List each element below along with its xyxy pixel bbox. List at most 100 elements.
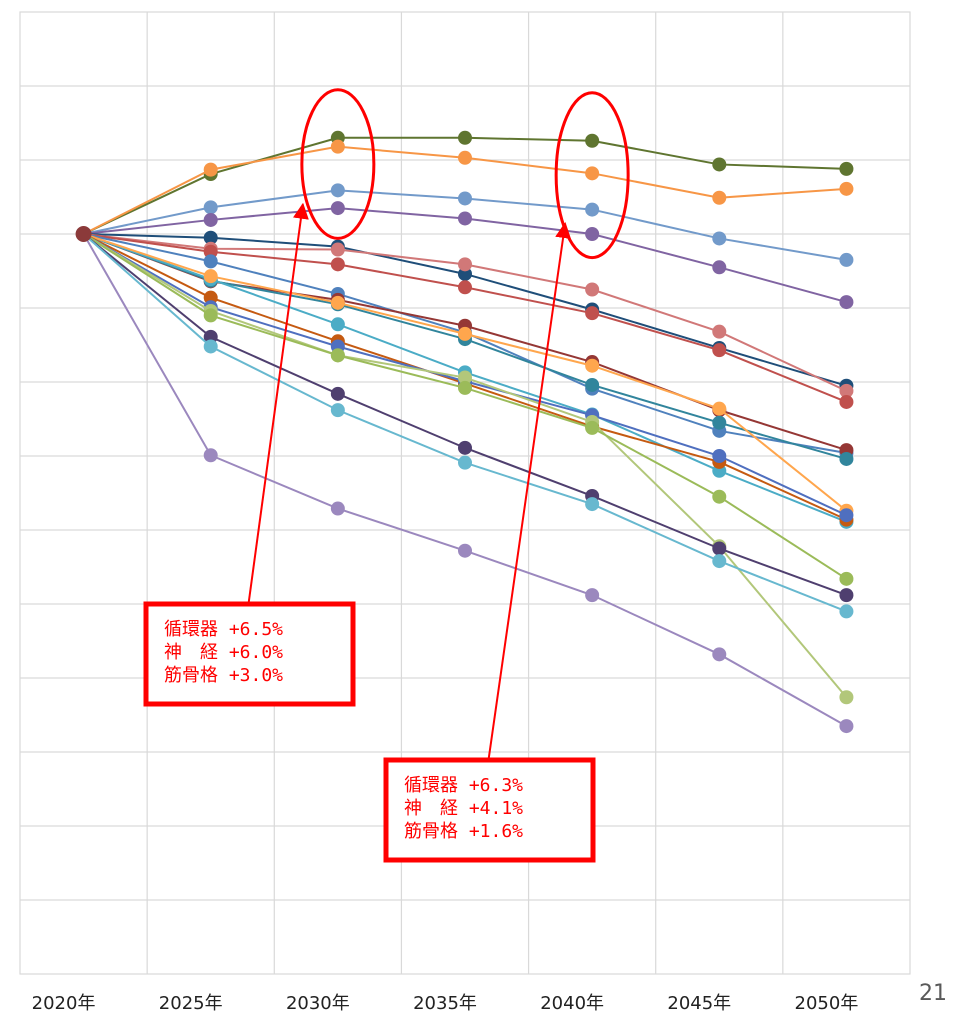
data-point: [712, 541, 727, 556]
data-point: [839, 394, 854, 409]
data-point: [330, 403, 345, 418]
data-point: [839, 451, 854, 466]
data-point: [458, 266, 472, 281]
series-2: [76, 139, 854, 241]
data-point: [839, 604, 854, 619]
data-point: [712, 157, 727, 172]
series-18: [76, 227, 854, 619]
annotation-callout: 循環器 +6.3%神 経 +4.1%筋骨格 +1.6%: [383, 221, 596, 863]
series-lines: [75, 130, 854, 734]
data-point: [585, 227, 600, 241]
data-point: [203, 200, 218, 215]
data-point: [458, 326, 472, 341]
data-point: [839, 571, 854, 586]
data-point: [839, 181, 854, 196]
highlight-ellipses: [300, 88, 630, 260]
data-point: [839, 508, 854, 523]
data-point: [330, 386, 345, 401]
data-point-origin: [75, 226, 92, 242]
data-point: [585, 420, 600, 435]
x-tick-label: 2030年: [286, 993, 350, 1014]
data-point: [203, 269, 218, 284]
data-point: [712, 449, 727, 463]
data-point: [585, 588, 600, 603]
annotation-box: [383, 757, 596, 863]
data-point: [458, 440, 472, 455]
data-point: [458, 191, 472, 206]
data-point: [585, 377, 600, 392]
data-point: [712, 415, 727, 430]
data-point: [712, 489, 727, 504]
data-point: [330, 201, 345, 216]
data-point: [330, 348, 345, 363]
annotation-arrow: [487, 221, 572, 761]
data-point: [203, 290, 218, 305]
data-point: [203, 254, 218, 269]
x-tick-label: 2035年: [413, 993, 477, 1014]
data-point: [712, 554, 727, 569]
data-point: [458, 543, 472, 558]
annotation-text-line: 循環器 +6.3%: [404, 775, 523, 796]
data-point: [203, 329, 218, 344]
annotation-text-line: 循環器 +6.5%: [164, 619, 283, 640]
data-point: [458, 211, 472, 226]
x-tick-label: 2045年: [667, 993, 731, 1014]
x-tick-label: 2050年: [795, 993, 859, 1014]
data-point: [839, 295, 854, 310]
data-point: [712, 260, 727, 275]
data-point: [458, 130, 472, 145]
data-point: [458, 370, 472, 385]
series-line: [83, 233, 847, 387]
data-point: [203, 212, 218, 227]
highlight-ellipse: [300, 88, 376, 240]
data-point: [203, 162, 218, 177]
data-point: [458, 380, 472, 395]
data-point: [839, 690, 854, 705]
data-point: [330, 242, 345, 257]
data-point: [458, 257, 472, 272]
data-point: [585, 202, 600, 217]
x-tick-label: 2040年: [540, 993, 604, 1014]
annotation-text-line: 神 経 +6.0%: [164, 642, 283, 663]
data-point: [203, 448, 218, 463]
data-point: [585, 358, 600, 373]
x-axis-tick-labels: 2020年 2025年 2030年 2035年 2040年 2045年 2050年: [32, 993, 859, 1014]
data-point: [839, 588, 854, 603]
x-tick-label: 2025年: [159, 993, 223, 1014]
annotation-text-line: 筋骨格 +3.0%: [164, 665, 283, 686]
highlight-ellipse: [554, 91, 630, 260]
data-point: [203, 244, 218, 259]
data-point: [330, 317, 345, 332]
data-point: [585, 133, 600, 148]
plot-area-border: [19, 11, 911, 975]
series-4: [76, 201, 854, 310]
data-point: [585, 282, 600, 297]
data-point: [330, 501, 345, 516]
data-point: [585, 166, 600, 181]
data-point: [712, 401, 727, 416]
page-number: 21: [919, 981, 947, 1006]
series-16: [76, 227, 854, 586]
data-point: [839, 161, 854, 176]
data-point: [712, 647, 727, 662]
data-point: [585, 497, 600, 512]
data-point: [839, 383, 854, 398]
data-point: [330, 183, 345, 198]
data-point: [712, 231, 727, 246]
annotation-callout: 循環器 +6.5%神 経 +6.0%筋骨格 +3.0%: [143, 202, 356, 707]
data-point: [203, 339, 218, 354]
data-point: [203, 230, 218, 245]
annotation-text-line: 筋骨格 +1.6%: [404, 821, 523, 842]
data-point: [458, 150, 472, 165]
data-point: [330, 257, 345, 272]
annotation-arrow: [247, 202, 309, 605]
annotation-box: [143, 601, 356, 707]
x-tick-label: 2020年: [32, 993, 96, 1014]
data-point: [839, 252, 854, 267]
annotation-callouts: 循環器 +6.5%神 経 +6.0%筋骨格 +3.0%循環器 +6.3%神 経 …: [143, 202, 596, 863]
data-point: [203, 308, 218, 323]
data-point: [585, 306, 600, 321]
data-point: [330, 139, 345, 154]
data-point: [458, 455, 472, 470]
